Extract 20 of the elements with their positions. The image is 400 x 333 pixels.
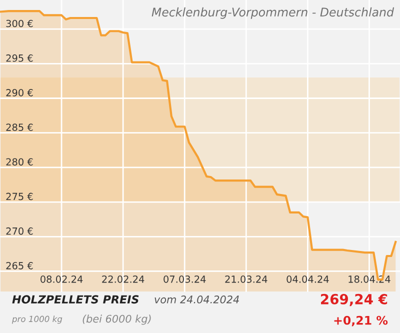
y-tick-label: 290 € xyxy=(6,89,33,96)
x-tick-label: 04.04.24 xyxy=(286,276,329,283)
y-tick-label: 300 € xyxy=(6,20,33,28)
x-tick-label: 21.03.24 xyxy=(225,276,268,283)
y-tick-label: 295 € xyxy=(6,54,33,62)
text: HOLZPELLETS PREIS xyxy=(12,295,139,304)
x-tick-label: 08.02.24 xyxy=(40,276,83,283)
text: pro 1000 kg xyxy=(12,316,62,324)
text: +0,21 % xyxy=(334,316,388,326)
x-tick-label: 22.02.24 xyxy=(102,276,144,283)
text: Mecklenburg-Vorpommern - Deutschland xyxy=(152,7,394,19)
text: 269,24 € xyxy=(321,294,388,306)
y-tick-label: 270 € xyxy=(6,227,33,235)
y-tick-label: 265 € xyxy=(6,262,33,270)
y-tick-label: 280 € xyxy=(6,158,33,166)
text: (bei 6000 kg) xyxy=(82,314,151,325)
y-tick-label: 285 € xyxy=(6,124,33,131)
y-tick-label: 275 € xyxy=(6,192,33,200)
x-tick-label: 07.03.24 xyxy=(164,276,206,283)
text: vom 24.04.2024 xyxy=(154,296,239,304)
